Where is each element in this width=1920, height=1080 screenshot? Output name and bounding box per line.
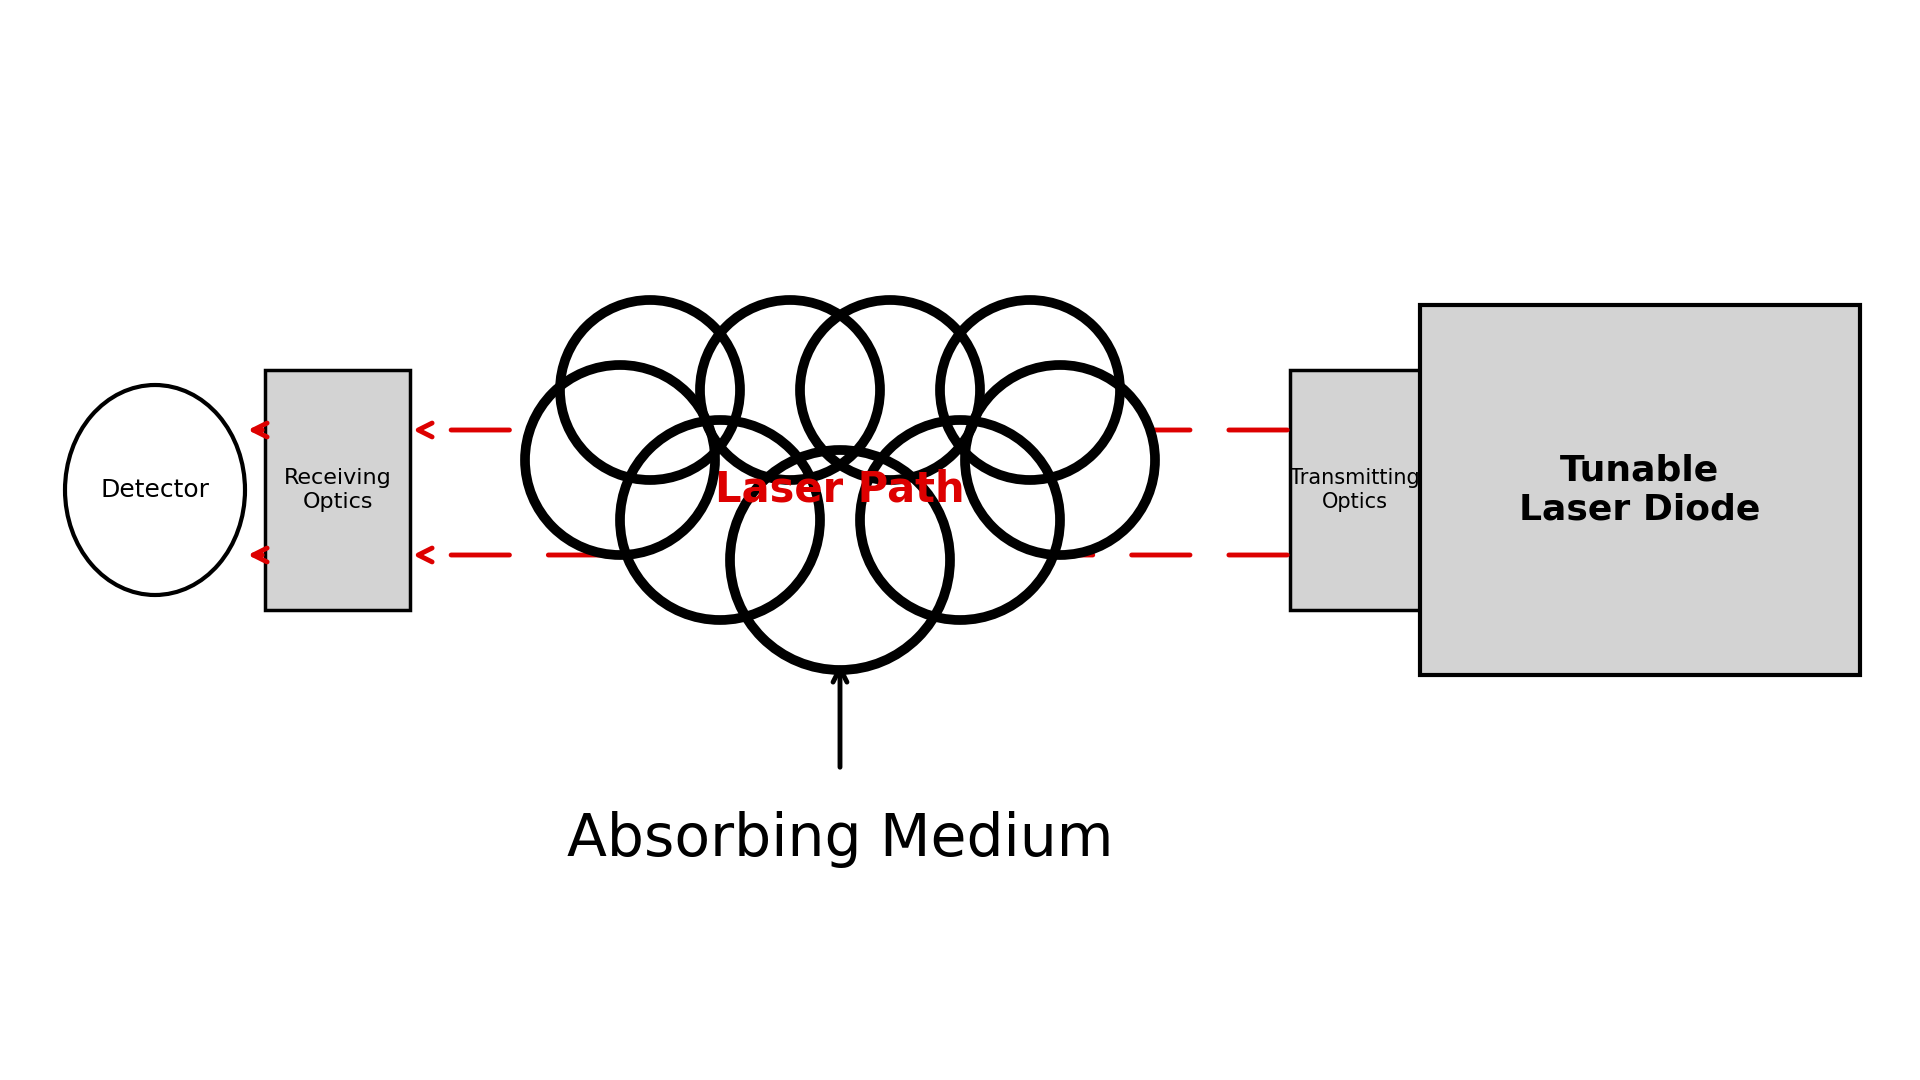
Ellipse shape: [730, 450, 950, 670]
Ellipse shape: [524, 365, 714, 555]
Ellipse shape: [801, 300, 979, 480]
Ellipse shape: [860, 420, 1060, 620]
Ellipse shape: [561, 300, 739, 480]
Text: Detector: Detector: [100, 478, 209, 502]
Ellipse shape: [620, 420, 820, 620]
Text: Tunable
Laser Diode: Tunable Laser Diode: [1519, 454, 1761, 527]
Text: Absorbing Medium: Absorbing Medium: [566, 811, 1114, 868]
Text: Receiving
Optics: Receiving Optics: [284, 469, 392, 512]
Text: Transmitting
Optics: Transmitting Optics: [1290, 469, 1421, 512]
Ellipse shape: [701, 300, 879, 480]
Bar: [265, 370, 411, 610]
Text: Laser Path: Laser Path: [714, 469, 966, 511]
Bar: [1290, 370, 1421, 610]
Ellipse shape: [65, 384, 246, 595]
Ellipse shape: [966, 365, 1156, 555]
Bar: [1421, 305, 1860, 675]
Ellipse shape: [941, 300, 1119, 480]
